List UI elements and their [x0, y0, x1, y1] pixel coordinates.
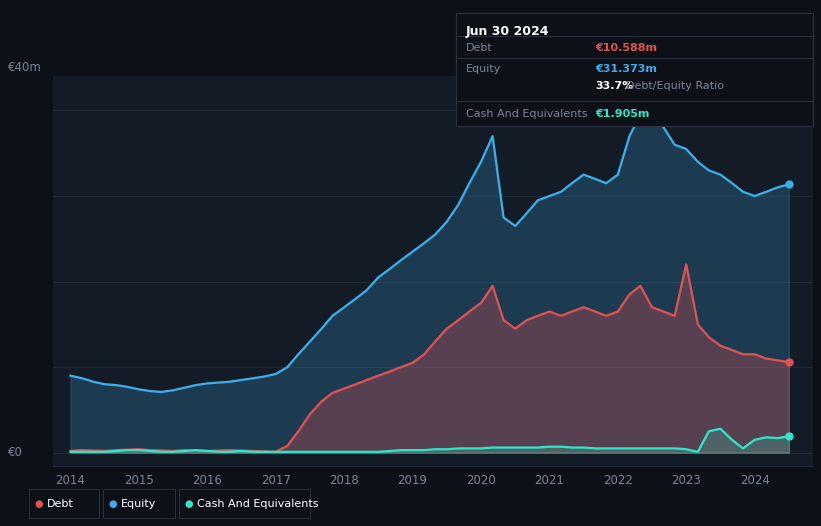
Text: ●: ●	[185, 499, 193, 509]
Text: ●: ●	[34, 499, 43, 509]
Text: €10.588m: €10.588m	[595, 43, 658, 53]
Text: €1.905m: €1.905m	[595, 109, 649, 119]
Text: Cash And Equivalents: Cash And Equivalents	[466, 109, 587, 119]
Text: €31.373m: €31.373m	[595, 64, 657, 74]
Text: €0: €0	[8, 446, 23, 459]
Text: €40m: €40m	[8, 60, 42, 74]
Text: Debt: Debt	[466, 43, 493, 53]
Text: 33.7%: 33.7%	[595, 80, 634, 90]
Text: Equity: Equity	[121, 499, 156, 509]
Text: Debt/Equity Ratio: Debt/Equity Ratio	[626, 80, 724, 90]
Text: ●: ●	[108, 499, 117, 509]
Text: Jun 30 2024: Jun 30 2024	[466, 25, 549, 38]
Text: Debt: Debt	[47, 499, 74, 509]
Text: Cash And Equivalents: Cash And Equivalents	[197, 499, 319, 509]
Text: Equity: Equity	[466, 64, 501, 74]
